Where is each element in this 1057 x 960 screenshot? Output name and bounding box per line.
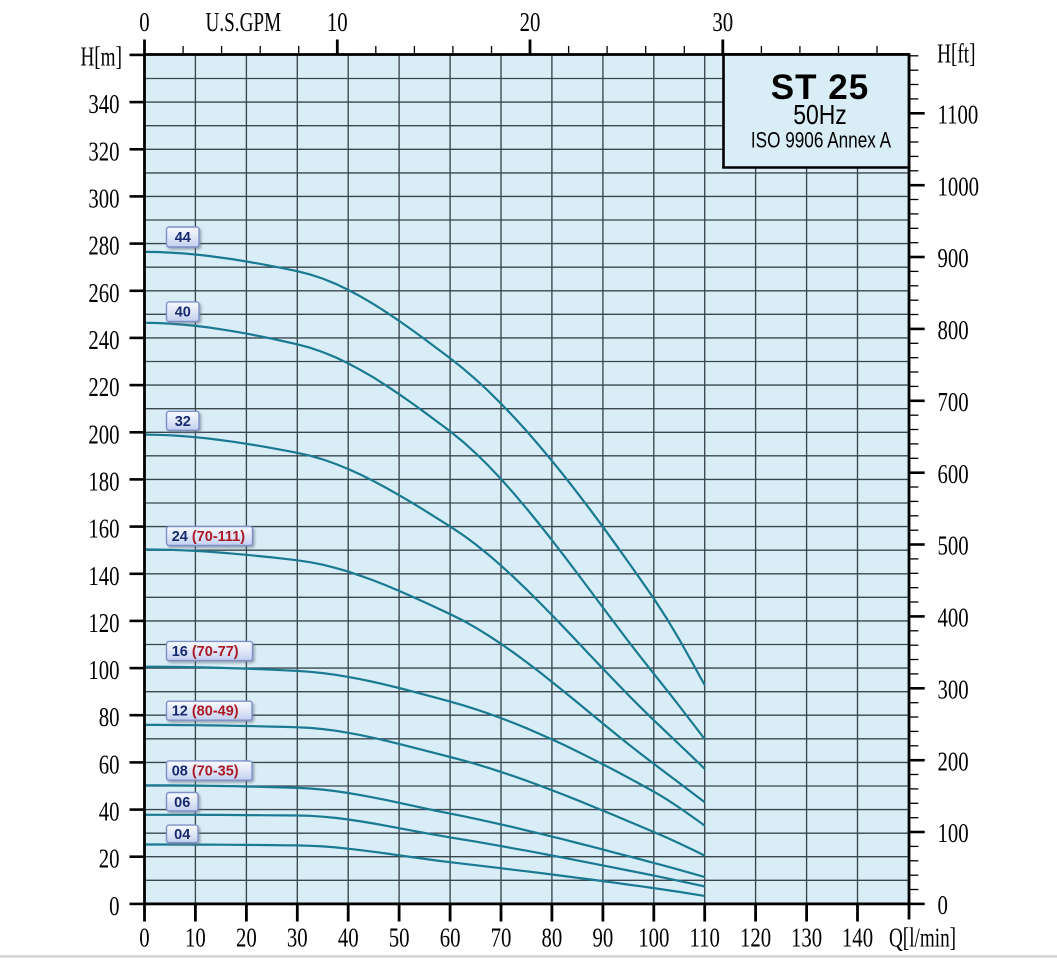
svg-text:Q[l/min]: Q[l/min] [889, 923, 956, 953]
svg-text:300: 300 [88, 185, 119, 214]
svg-text:0: 0 [109, 892, 119, 921]
svg-text:200: 200 [88, 421, 119, 450]
svg-text:120: 120 [740, 924, 771, 953]
svg-text:44: 44 [175, 230, 191, 246]
svg-text:900: 900 [938, 245, 969, 274]
svg-text:120: 120 [88, 609, 119, 638]
svg-text:10: 10 [185, 924, 206, 953]
svg-text:ISO 9906 Annex A: ISO 9906 Annex A [751, 129, 892, 154]
svg-text:32: 32 [175, 414, 191, 430]
svg-text:0: 0 [938, 892, 948, 921]
svg-text:600: 600 [938, 460, 969, 489]
svg-text:300: 300 [938, 676, 969, 705]
svg-text:160: 160 [88, 515, 119, 544]
svg-text:50: 50 [389, 924, 410, 953]
svg-text:30: 30 [712, 9, 733, 38]
svg-text:H[m]: H[m] [80, 42, 122, 72]
svg-text:1000: 1000 [938, 173, 980, 202]
svg-text:24 (70-111): 24 (70-111) [172, 529, 246, 545]
svg-text:20: 20 [236, 924, 257, 953]
svg-text:16 (70-77): 16 (70-77) [172, 644, 239, 660]
svg-text:180: 180 [88, 468, 119, 497]
svg-text:70: 70 [491, 924, 512, 953]
svg-text:140: 140 [88, 562, 119, 591]
svg-text:110: 110 [689, 924, 719, 953]
svg-text:100: 100 [938, 820, 969, 849]
svg-text:240: 240 [88, 326, 119, 355]
svg-text:340: 340 [88, 91, 119, 120]
svg-text:40: 40 [338, 924, 359, 953]
svg-text:80: 80 [542, 924, 563, 953]
svg-text:200: 200 [938, 748, 969, 777]
svg-text:40: 40 [175, 305, 191, 321]
svg-text:280: 280 [88, 232, 119, 261]
svg-text:U.S.GPM: U.S.GPM [205, 8, 281, 38]
svg-text:800: 800 [938, 317, 969, 346]
svg-text:08 (70-35): 08 (70-35) [172, 764, 239, 780]
svg-text:20: 20 [520, 9, 541, 38]
svg-text:140: 140 [842, 924, 873, 953]
svg-text:80: 80 [99, 704, 120, 733]
svg-text:500: 500 [938, 532, 969, 561]
svg-text:700: 700 [938, 389, 969, 418]
svg-text:40: 40 [99, 798, 120, 827]
svg-text:100: 100 [88, 657, 119, 686]
svg-text:30: 30 [287, 924, 308, 953]
svg-text:400: 400 [938, 604, 969, 633]
svg-text:220: 220 [88, 374, 119, 403]
svg-text:50Hz: 50Hz [793, 100, 847, 131]
svg-text:12 (80-49): 12 (80-49) [172, 704, 239, 720]
svg-text:04: 04 [174, 827, 190, 843]
svg-text:1100: 1100 [938, 101, 979, 130]
svg-text:260: 260 [88, 279, 119, 308]
svg-text:100: 100 [638, 924, 669, 953]
svg-text:0: 0 [139, 924, 149, 953]
svg-text:0: 0 [139, 9, 149, 38]
svg-text:60: 60 [99, 751, 120, 780]
svg-text:90: 90 [593, 924, 614, 953]
svg-text:10: 10 [327, 9, 348, 38]
svg-text:20: 20 [99, 845, 120, 874]
svg-text:60: 60 [440, 924, 461, 953]
svg-text:06: 06 [174, 795, 190, 811]
svg-text:320: 320 [88, 138, 119, 167]
svg-text:H[ft]: H[ft] [937, 39, 975, 69]
svg-text:ST 25: ST 25 [771, 68, 869, 107]
svg-text:130: 130 [791, 924, 822, 953]
